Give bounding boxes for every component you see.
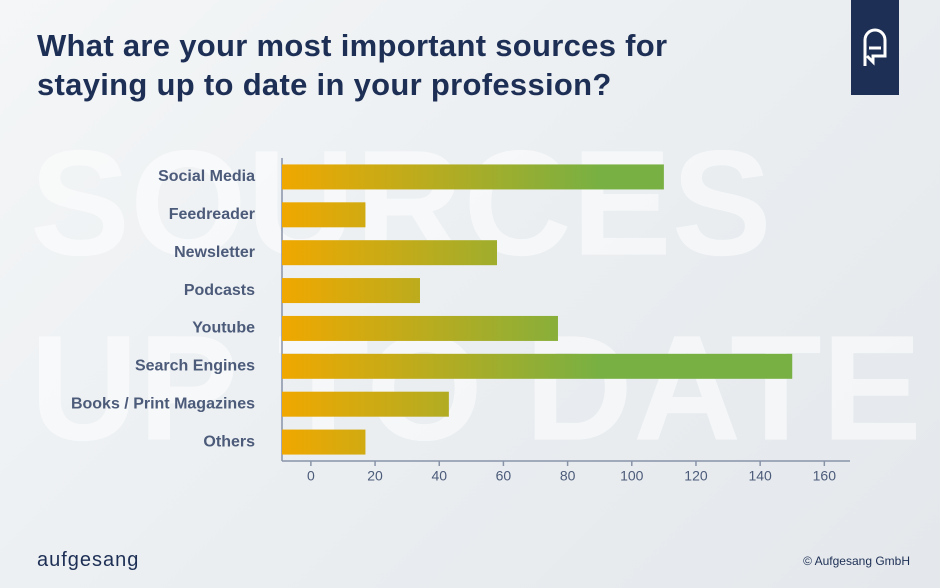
- x-tick-label: 80: [560, 468, 576, 484]
- logo-icon: [863, 28, 887, 66]
- title: What are your most important sources for…: [37, 28, 668, 102]
- x-tick-label: 0: [307, 468, 315, 484]
- y-tick-label: Others: [203, 433, 255, 450]
- brand: aufgesang: [37, 549, 140, 571]
- bar: [282, 202, 366, 228]
- y-tick-label: Feedreader: [169, 206, 255, 223]
- x-tick-label: 120: [684, 468, 708, 484]
- x-tick-label: 140: [748, 468, 772, 484]
- bar: [282, 429, 366, 455]
- x-tick-label: 160: [813, 468, 837, 484]
- bar: [282, 315, 558, 341]
- y-tick-label: Podcasts: [184, 282, 255, 299]
- bar: [282, 240, 498, 266]
- x-tick-label: 100: [620, 468, 644, 484]
- bar: [282, 391, 449, 417]
- x-tick-label: 60: [496, 468, 512, 484]
- bar: [282, 353, 793, 379]
- y-tick-label: Youtube: [192, 320, 255, 337]
- y-tick-label: Newsletter: [174, 244, 255, 261]
- bar: [282, 278, 420, 304]
- bar: [282, 164, 664, 190]
- copyright: © Aufgesang GmbH: [803, 554, 910, 568]
- y-tick-label: Books / Print Magazines: [71, 395, 255, 412]
- x-tick-label: 40: [431, 468, 447, 484]
- y-tick-label: Social Media: [158, 168, 255, 185]
- x-tick-label: 20: [367, 468, 383, 484]
- logo-badge: [851, 0, 899, 95]
- y-tick-label: Search Engines: [135, 358, 255, 375]
